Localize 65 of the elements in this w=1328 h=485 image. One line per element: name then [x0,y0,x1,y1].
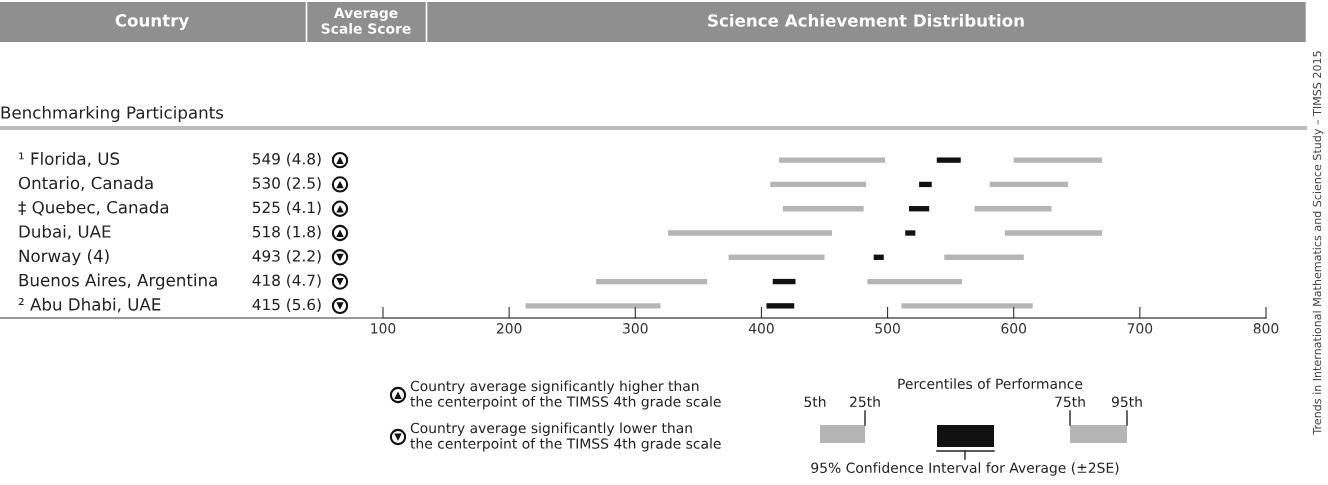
text: ▼ [336,278,344,286]
x-tick-label: 500 [875,323,900,334]
text: 493 (2.2) [252,249,321,264]
text: ▲ [336,205,344,213]
text: ▲ [336,180,344,189]
x-tick-label: 200 [496,323,522,334]
x-tick-label: 300 [623,323,648,334]
text: Trends in International Mathematics and Science Study – TIMSS 2015 [1312,51,1324,435]
bar [867,278,962,285]
text: Benchmarking Participants [1,105,224,123]
bar [779,157,886,163]
text: ▲ [394,391,402,399]
x-tick-label: 100 [371,323,396,334]
text: Science Achievement Distribution [708,13,1024,27]
bar [873,254,884,260]
bar [1013,157,1103,163]
text: 25th [850,396,880,408]
y-tick-label: ¹ Florida, US [19,152,120,167]
bar [772,278,796,285]
text: 95% Confidence Interval for Average (±2SE) [811,462,1119,476]
bar [944,254,1024,260]
bar [782,206,864,212]
y-tick-label: Dubai, UAE [19,224,111,240]
text: ▼ [336,302,344,310]
bar [728,254,825,260]
text: 530 (2.5) [252,177,321,191]
text: Country average significantly higher than the centerpoint of the TIMSS 4th grade scale [410,380,721,410]
y-tick-label: Norway (4) [19,249,109,266]
text: ▼ [336,253,344,262]
y-tick-label: Buenos Aires, Argentina [19,273,217,290]
x-tick-label: 800 [1253,323,1279,334]
bar [974,206,1052,212]
x-tick-label: 600 [1001,323,1027,334]
y-tick-label: Ontario, Canada [18,176,153,191]
text: Country [115,14,189,31]
bar [770,181,867,188]
bar [936,157,961,163]
text: 525 (4.1) [252,201,321,215]
bar [1004,230,1103,236]
text: Percentiles of Performance [898,378,1083,390]
text: 5th [804,396,826,408]
text: 549 (4.8) [252,152,321,167]
text: ▲ [336,229,344,237]
text: ▲ [336,156,344,165]
text: Average Scale Score [321,7,411,34]
bar [668,230,833,236]
bar [905,230,916,236]
bar [596,278,708,285]
text: Country average significantly lower than the centerpoint of the TIMSS 4th grade scale [410,422,721,452]
bar [525,303,661,309]
x-tick-label: 700 [1127,323,1153,334]
text: 75th [1055,396,1085,408]
text: 418 (4.7) [252,274,321,288]
x-tick-label: 400 [748,323,774,334]
y-tick-label: ‡ Quebec, Canada [18,200,169,216]
text: 518 (1.8) [252,225,321,240]
y-tick-label: ² Abu Dhabi, UAE [18,297,161,313]
text: 415 (5.6) [252,298,321,313]
bar [989,181,1068,188]
text: ▼ [394,433,402,441]
text: 95th [1111,396,1142,408]
bar [901,303,1033,309]
bar [919,181,932,188]
bar [766,303,795,309]
bar [909,206,930,212]
